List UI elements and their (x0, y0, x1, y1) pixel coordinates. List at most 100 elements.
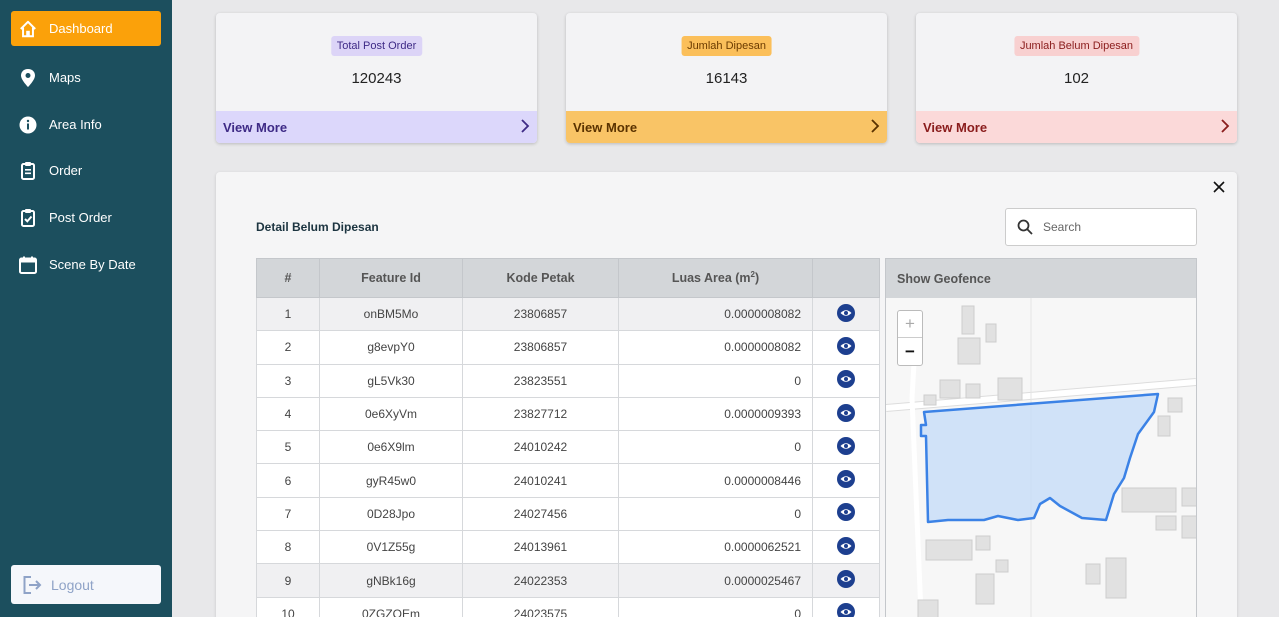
eye-icon[interactable] (837, 536, 855, 558)
cell-kode-petak: 23806857 (462, 296, 619, 332)
sidebar-item-label: Order (49, 163, 83, 178)
cell-feature-id: gyR45w0 (319, 463, 463, 498)
card-value: 120243 (351, 70, 402, 87)
cell-no: 1 (256, 296, 320, 332)
table-row[interactable]: 3 gL5Vk30 23823551 0 (256, 363, 880, 398)
cell-no: 9 (256, 563, 320, 598)
eye-icon[interactable] (837, 470, 855, 491)
cell-no: 8 (256, 530, 320, 565)
cell-action (812, 430, 880, 465)
cell-luas-area: 0.0000008082 (618, 330, 813, 365)
cell-kode-petak: 23827712 (462, 396, 619, 432)
cell-kode-petak: 23806857 (462, 330, 619, 365)
sidebar-item-area-info[interactable]: Area Info (11, 107, 161, 142)
eye-icon[interactable] (837, 603, 855, 617)
cell-no: 3 (256, 363, 320, 398)
zoom-out-button[interactable]: − (905, 341, 915, 361)
cell-luas-area: 0 (618, 496, 813, 532)
sidebar-item-label: Scene By Date (49, 257, 136, 272)
table-row[interactable]: 1 onBM5Mo 23806857 0.0000008082 (256, 296, 880, 332)
sidebar-item-maps[interactable]: Maps (11, 60, 161, 95)
close-icon[interactable] (1213, 180, 1227, 194)
logout-button[interactable]: Logout (11, 565, 161, 604)
sidebar-item-label: Maps (49, 70, 81, 85)
sidebar-item-post-order[interactable]: Post Order (11, 200, 161, 235)
cell-action (812, 363, 880, 398)
col-header-luas-area: Luas Area (m2) (618, 258, 813, 298)
table-header-row: # Feature Id Kode Petak Luas Area (m2) (256, 258, 880, 298)
sidebar-item-label: Post Order (49, 210, 112, 225)
sidebar-item-order[interactable]: Order (11, 153, 161, 188)
cell-luas-area: 0 (618, 596, 813, 617)
table-row[interactable]: 2 g8evpY0 23806857 0.0000008082 (256, 330, 880, 365)
table-row[interactable]: 5 0e6X9lm 24010242 0 (256, 430, 880, 465)
table-row[interactable]: 8 0V1Z55g 24013961 0.0000062521 (256, 530, 880, 565)
table-row[interactable]: 6 gyR45w0 24010241 0.0000008446 (256, 463, 880, 498)
table-row[interactable]: 4 0e6XyVm 23827712 0.0000009393 (256, 396, 880, 432)
card-value: 102 (1063, 70, 1090, 87)
cell-kode-petak: 24010242 (462, 430, 619, 465)
cell-feature-id: 0D28Jpo (319, 496, 463, 532)
table-row[interactable]: 9 gNBk16g 24022353 0.0000025467 (256, 563, 880, 598)
eye-icon[interactable] (837, 503, 855, 524)
eye-icon[interactable] (837, 336, 855, 358)
cell-action (812, 496, 880, 532)
cell-feature-id: gL5Vk30 (319, 363, 463, 398)
view-more-label: View More (573, 119, 638, 135)
col-header-kode-petak: Kode Petak (462, 258, 619, 298)
card-jumlah-belum-dipesan: Jumlah Belum Dipesan 102 View More (916, 13, 1237, 143)
col-header-feature-id: Feature Id (319, 258, 463, 298)
view-more-button[interactable]: View More (916, 111, 1237, 143)
clipboard-icon (19, 162, 37, 180)
cell-kode-petak: 24010241 (462, 463, 619, 498)
view-more-button[interactable]: View More (216, 111, 537, 143)
cell-luas-area: 0.0000062521 (618, 530, 813, 565)
search-box[interactable] (1005, 208, 1197, 246)
cell-no: 7 (256, 496, 320, 532)
eye-icon[interactable] (837, 370, 855, 391)
cell-feature-id: 0e6X9lm (319, 430, 463, 465)
eye-icon[interactable] (837, 570, 855, 591)
geofence-map[interactable]: Show Geofence + − (885, 258, 1197, 617)
view-more-label: View More (923, 119, 988, 135)
chevron-right-icon (520, 118, 530, 136)
card-value: 16143 (705, 70, 748, 87)
cell-no: 5 (256, 430, 320, 465)
table-row[interactable]: 10 0ZGZQEm 24023575 0 (256, 596, 880, 617)
cell-action (812, 396, 880, 432)
view-more-button[interactable]: View More (566, 111, 887, 143)
cell-feature-id: 0V1Z55g (319, 530, 463, 565)
sidebar: Dashboard Maps Area Info Order Post Orde… (0, 0, 172, 617)
chevron-right-icon (1220, 118, 1230, 136)
sidebar-item-label: Area Info (49, 117, 102, 132)
home-icon (19, 20, 37, 38)
search-icon (1017, 219, 1033, 235)
cell-feature-id: gNBk16g (319, 563, 463, 598)
cell-kode-petak: 24027456 (462, 496, 619, 532)
table-row[interactable]: 7 0D28Jpo 24027456 0 (256, 496, 880, 532)
sidebar-item-dashboard[interactable]: Dashboard (11, 11, 161, 46)
logout-label: Logout (51, 576, 94, 593)
card-badge: Total Post Order (330, 36, 423, 56)
cell-action (812, 296, 880, 332)
card-total-post-order: Total Post Order 120243 View More (216, 13, 537, 143)
search-input[interactable] (1043, 220, 1173, 234)
cell-luas-area: 0.0000008082 (618, 296, 813, 332)
cell-luas-area: 0.0000008446 (618, 463, 813, 498)
eye-icon[interactable] (837, 436, 855, 458)
calendar-icon (19, 256, 37, 274)
cell-action (812, 463, 880, 498)
chevron-right-icon (870, 118, 880, 136)
card-jumlah-dipesan: Jumlah Dipesan 16143 View More (566, 13, 887, 143)
col-header-action (812, 258, 880, 298)
logout-icon (22, 575, 42, 595)
cell-feature-id: 0e6XyVm (319, 396, 463, 432)
eye-icon[interactable] (837, 303, 855, 325)
zoom-in-button[interactable]: + (898, 311, 922, 338)
eye-icon[interactable] (837, 403, 855, 425)
sidebar-item-scene-by-date[interactable]: Scene By Date (11, 247, 161, 282)
cell-luas-area: 0.0000009393 (618, 396, 813, 432)
map-canvas (886, 298, 1196, 617)
cell-action (812, 330, 880, 365)
info-icon (19, 116, 37, 134)
